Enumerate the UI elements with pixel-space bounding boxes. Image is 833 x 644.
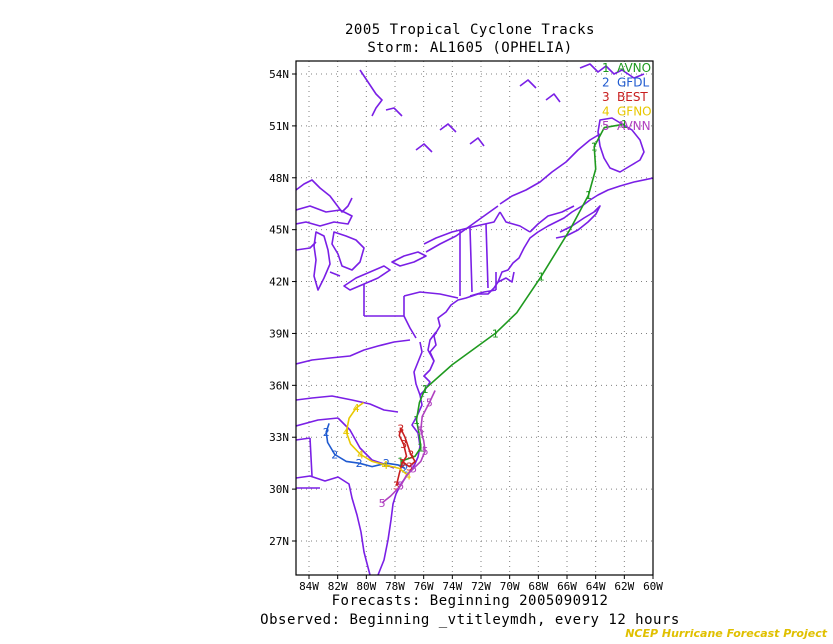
track-point-marker: 1 bbox=[591, 141, 598, 154]
legend-entry-best: BEST bbox=[617, 90, 648, 104]
lon-tick-label: 72W bbox=[471, 580, 491, 593]
legend-number: 2 bbox=[602, 76, 610, 90]
track-line bbox=[345, 401, 409, 476]
lon-tick-label: 62W bbox=[614, 580, 634, 593]
lon-tick-label: 60W bbox=[643, 580, 663, 593]
legend-number: 3 bbox=[602, 90, 610, 104]
track-line bbox=[395, 427, 416, 486]
track-point-marker: 2 bbox=[402, 462, 409, 475]
track-point-marker: 4 bbox=[357, 449, 364, 462]
graticule-grid bbox=[296, 61, 654, 575]
track-point-marker: 5 bbox=[417, 424, 424, 437]
track-point-marker: 4 bbox=[343, 426, 350, 439]
track-point-marker: 1 bbox=[538, 270, 545, 283]
lat-tick-label: 51N bbox=[269, 120, 289, 133]
track-point-marker: 1 bbox=[492, 327, 499, 340]
track-point-marker: 3 bbox=[407, 449, 414, 462]
us-east-coastline bbox=[296, 177, 653, 575]
legend-entry-avnn: AVNN bbox=[617, 119, 651, 133]
track-point-marker: 1 bbox=[621, 118, 628, 131]
legend-number: 4 bbox=[602, 105, 610, 119]
track-point-marker: 5 bbox=[426, 397, 433, 410]
lon-tick-label: 80W bbox=[356, 580, 376, 593]
lat-tick-label: 42N bbox=[269, 276, 289, 289]
track-point-marker: 3 bbox=[393, 480, 400, 493]
lon-tick-label: 68W bbox=[528, 580, 548, 593]
legend-entry-avno: AVNO bbox=[617, 61, 651, 75]
track-point-marker: 3 bbox=[400, 438, 407, 451]
track-point-marker: 5 bbox=[410, 462, 417, 475]
track-point-marker: 3 bbox=[399, 457, 406, 470]
lon-tick-label: 74W bbox=[442, 580, 462, 593]
axis-labels: 54N 51N 48N 45N 42N 39N 36N 33N 30N 27N 84W 82W 80W 7… bbox=[269, 68, 663, 593]
lon-tick-label: 66W bbox=[557, 580, 577, 593]
track-point-marker: 5 bbox=[379, 497, 386, 510]
track-point-marker: 1 bbox=[417, 442, 424, 455]
legend-entry-gfdl: GFDL bbox=[617, 76, 649, 90]
track-line bbox=[381, 390, 436, 504]
track-point-marker: 3 bbox=[397, 423, 404, 436]
track-point-marker: 2 bbox=[383, 457, 390, 470]
track-point-marker: 5 bbox=[397, 480, 404, 493]
credit-label: NCEP Hurricane Forecast Project bbox=[625, 627, 827, 640]
lat-tick-label: 27N bbox=[269, 535, 289, 548]
lat-tick-label: 33N bbox=[269, 431, 289, 444]
track-point-marker: 5 bbox=[422, 445, 429, 458]
track-point-marker: 4 bbox=[404, 469, 411, 482]
track-point-marker: 2 bbox=[331, 449, 338, 462]
track-point-marker: 2 bbox=[356, 457, 363, 470]
lat-tick-label: 54N bbox=[269, 68, 289, 81]
forecast-start-caption: Forecasts: Beginning 2005090912 bbox=[331, 593, 609, 609]
track-point-marker: 1 bbox=[585, 189, 592, 202]
lat-tick-label: 48N bbox=[269, 172, 289, 185]
track-point-marker: 4 bbox=[353, 402, 360, 415]
track-point-marker: 2 bbox=[323, 426, 330, 439]
legend-number: 1 bbox=[602, 61, 610, 75]
lat-tick-label: 39N bbox=[269, 327, 289, 340]
track-point-marker: 1 bbox=[422, 383, 429, 396]
coastline-and-borders bbox=[296, 63, 653, 575]
lat-tick-label: 45N bbox=[269, 224, 289, 237]
track-point-marker: 3 bbox=[406, 461, 413, 474]
lon-tick-label: 78W bbox=[385, 580, 405, 593]
lon-tick-label: 82W bbox=[328, 580, 348, 593]
chart-subtitle: Storm: AL1605 (OPHELIA) bbox=[367, 40, 573, 56]
track-line bbox=[325, 423, 406, 470]
observed-caption: Observed: Beginning _vtitleymdh, every 1… bbox=[260, 612, 680, 628]
lat-tick-label: 30N bbox=[269, 483, 289, 496]
plot-frame bbox=[295, 60, 654, 576]
lon-tick-label: 70W bbox=[500, 580, 520, 593]
track-line bbox=[400, 123, 625, 463]
lon-tick-label: 76W bbox=[414, 580, 434, 593]
chart-title: 2005 Tropical Cyclone Tracks bbox=[344, 22, 595, 38]
lon-tick-label: 84W bbox=[299, 580, 319, 593]
legend: 1 AVNO 2 GFDL 3 BEST 4 GFNO 5 AVNN bbox=[602, 61, 652, 133]
legend-number: 5 bbox=[602, 119, 610, 133]
track-point-marker: 4 bbox=[381, 459, 388, 472]
legend-entry-gfno: GFNO bbox=[617, 105, 652, 119]
track-point-marker: 1 bbox=[413, 414, 420, 427]
lon-tick-label: 64W bbox=[586, 580, 606, 593]
lat-tick-label: 36N bbox=[269, 379, 289, 392]
track-point-marker: 1 bbox=[397, 455, 404, 468]
